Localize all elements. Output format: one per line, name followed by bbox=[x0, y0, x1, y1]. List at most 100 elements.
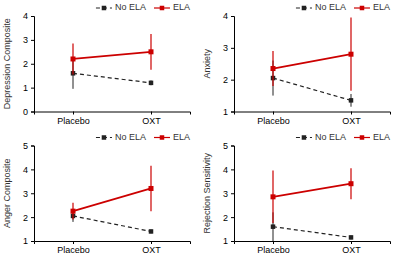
x-tick-mark bbox=[273, 112, 274, 115]
series-line bbox=[73, 73, 151, 83]
marker bbox=[271, 66, 276, 71]
y-tick-mark bbox=[231, 80, 234, 81]
panel: PlaceboOXT01234Depression CompositeNo EL… bbox=[2, 2, 190, 126]
x-axis: Placebo OXT bbox=[235, 112, 391, 126]
y-tick-label: 4 bbox=[23, 11, 28, 21]
legend-marker bbox=[302, 135, 307, 140]
x-tick-mark bbox=[273, 241, 274, 244]
y-tick-label: 3 bbox=[23, 35, 28, 45]
y-tick-label: 4 bbox=[223, 165, 228, 175]
y-tick: 3 bbox=[23, 35, 34, 45]
legend-item: ELA bbox=[154, 132, 190, 142]
y-tick-label: 4 bbox=[23, 165, 28, 175]
y-axis: 12345 bbox=[223, 141, 235, 247]
panel: PlaceboOXT12345Anger CompositeNo ELAELA bbox=[2, 132, 190, 256]
y-axis-title: Depression Composite bbox=[2, 18, 12, 109]
y-tick-mark bbox=[231, 241, 234, 242]
x-tick-mark bbox=[351, 241, 352, 244]
y-tick-label: 1 bbox=[223, 236, 228, 246]
plot-area bbox=[271, 18, 354, 107]
y-tick-label: 1 bbox=[23, 236, 28, 246]
y-tick-mark bbox=[231, 217, 234, 218]
legend: No ELA ELA bbox=[96, 2, 190, 12]
x-axis-line bbox=[35, 112, 191, 115]
y-tick-mark bbox=[231, 193, 234, 194]
y-tick-mark bbox=[231, 48, 234, 49]
legend-item: ELA bbox=[154, 2, 190, 12]
marker bbox=[149, 186, 154, 191]
y-tick-mark bbox=[31, 88, 34, 89]
y-axis-line bbox=[231, 146, 235, 242]
series bbox=[71, 166, 154, 220]
series bbox=[71, 210, 154, 234]
x-tick: OXT bbox=[342, 241, 361, 255]
legend-marker bbox=[302, 6, 307, 11]
marker bbox=[271, 194, 276, 199]
legend-marker bbox=[360, 135, 365, 140]
legend-marker bbox=[160, 6, 165, 11]
marker bbox=[349, 52, 354, 57]
y-tick-label: 3 bbox=[23, 189, 28, 199]
series-line bbox=[273, 184, 351, 197]
y-axis-title: Anxiety bbox=[202, 48, 212, 78]
legend-item: No ELA bbox=[96, 132, 146, 142]
x-tick: OXT bbox=[142, 241, 161, 255]
y-axis: 01234 bbox=[23, 11, 35, 117]
legend-label: ELA bbox=[373, 2, 390, 12]
series-line bbox=[73, 188, 151, 211]
y-tick-mark bbox=[31, 193, 34, 194]
x-tick-label: OXT bbox=[342, 116, 361, 126]
y-tick-mark bbox=[31, 16, 34, 17]
legend-label: ELA bbox=[373, 132, 390, 142]
marker bbox=[349, 181, 354, 186]
x-tick-label: OXT bbox=[142, 245, 161, 255]
y-tick: 5 bbox=[223, 141, 234, 151]
y-tick: 3 bbox=[23, 189, 34, 199]
x-tick-mark bbox=[151, 112, 152, 115]
x-tick: Placebo bbox=[257, 112, 290, 126]
y-tick-label: 1 bbox=[223, 107, 228, 117]
series-line bbox=[73, 216, 151, 232]
legend-item: ELA bbox=[354, 132, 390, 142]
y-tick-mark bbox=[31, 40, 34, 41]
x-tick-label: Placebo bbox=[257, 116, 290, 126]
legend-item: No ELA bbox=[296, 132, 346, 142]
y-tick: 4 bbox=[223, 165, 234, 175]
series bbox=[271, 18, 354, 91]
y-tick-label: 2 bbox=[23, 213, 28, 223]
y-tick-label: 4 bbox=[223, 11, 228, 21]
y-tick: 3 bbox=[223, 43, 234, 53]
y-axis-line bbox=[31, 17, 35, 113]
plot-area bbox=[271, 168, 354, 241]
y-tick-mark bbox=[31, 169, 34, 170]
legend-label: No ELA bbox=[315, 2, 346, 12]
x-tick-label: OXT bbox=[142, 116, 161, 126]
y-axis-line bbox=[231, 17, 235, 113]
legend-item: ELA bbox=[354, 2, 390, 12]
y-tick: 1 bbox=[223, 107, 234, 117]
x-tick-label: Placebo bbox=[57, 116, 90, 126]
legend: No ELA ELA bbox=[96, 132, 190, 142]
y-tick-mark bbox=[31, 64, 34, 65]
y-tick-mark bbox=[231, 112, 234, 113]
legend-marker bbox=[102, 6, 107, 11]
marker bbox=[349, 235, 354, 240]
y-axis: 1234 bbox=[223, 11, 235, 117]
marker bbox=[149, 49, 154, 54]
legend-marker bbox=[102, 135, 107, 140]
series bbox=[271, 168, 354, 223]
y-axis-title: Rejection Sensitivity bbox=[202, 152, 212, 233]
legend-item: No ELA bbox=[96, 2, 146, 12]
legend-label: No ELA bbox=[315, 132, 346, 142]
y-tick-label: 5 bbox=[23, 141, 28, 151]
marker bbox=[149, 81, 154, 86]
y-tick: 4 bbox=[23, 11, 34, 21]
y-tick: 4 bbox=[223, 11, 234, 21]
legend-label: ELA bbox=[173, 132, 190, 142]
y-tick-mark bbox=[231, 169, 234, 170]
x-tick: Placebo bbox=[57, 112, 90, 126]
y-tick-mark bbox=[231, 146, 234, 147]
y-axis: 1 2 3 4 5 bbox=[23, 141, 35, 247]
y-tick: 1 bbox=[23, 236, 34, 246]
panel: PlaceboOXT12345Rejection SensitivityNo E… bbox=[202, 132, 390, 256]
